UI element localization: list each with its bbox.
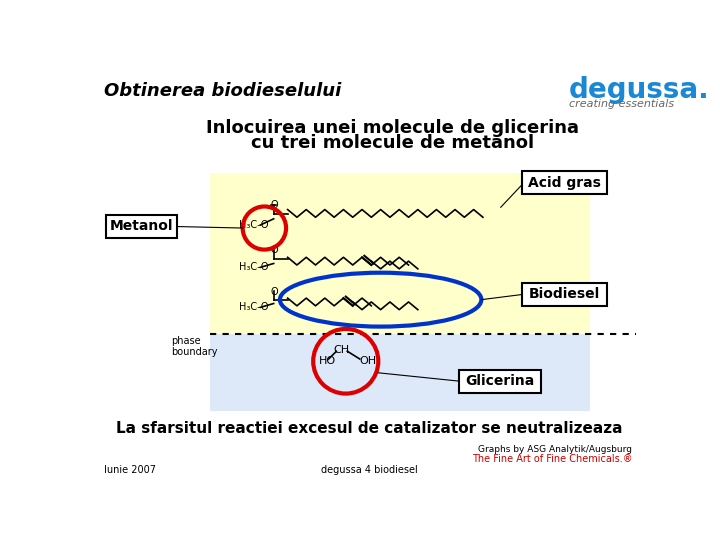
Text: La sfarsitul reactiei excesul de catalizator se neutralizeaza: La sfarsitul reactiei excesul de cataliz…	[116, 421, 622, 436]
Text: O: O	[271, 245, 278, 255]
Text: Metanol: Metanol	[109, 219, 173, 233]
Text: creating essentials: creating essentials	[569, 99, 674, 109]
FancyBboxPatch shape	[459, 370, 541, 393]
Text: H₃C-O: H₃C-O	[239, 302, 269, 312]
Text: Inlocuirea unei molecule de glicerina: Inlocuirea unei molecule de glicerina	[206, 119, 579, 137]
FancyBboxPatch shape	[523, 171, 607, 194]
Text: Glicerina: Glicerina	[465, 374, 534, 388]
Text: Biodiesel: Biodiesel	[529, 287, 600, 301]
Bar	[210, 173, 590, 334]
Text: O: O	[271, 287, 278, 296]
Text: The Fine Art of Fine Chemicals.®: The Fine Art of Fine Chemicals.®	[472, 455, 632, 464]
FancyBboxPatch shape	[106, 215, 177, 238]
Text: CH: CH	[334, 345, 350, 355]
Text: Iunie 2007: Iunie 2007	[104, 465, 156, 475]
Text: H₃C-O: H₃C-O	[239, 220, 269, 230]
Bar	[210, 334, 590, 411]
Text: degussa 4 biodiesel: degussa 4 biodiesel	[320, 465, 418, 475]
Text: cu trei molecule de metanol: cu trei molecule de metanol	[251, 134, 534, 152]
Text: O: O	[271, 200, 278, 210]
Text: phase
boundary: phase boundary	[171, 336, 218, 357]
Text: OH: OH	[360, 356, 377, 366]
Text: Obtinerea biodieselului: Obtinerea biodieselului	[104, 82, 341, 100]
Text: degussa.: degussa.	[569, 76, 710, 104]
Text: HO: HO	[319, 356, 336, 366]
Text: H₃C-O: H₃C-O	[239, 262, 269, 272]
Text: Acid gras: Acid gras	[528, 176, 601, 190]
Text: Graphs by ASG Analytik/Augsburg: Graphs by ASG Analytik/Augsburg	[479, 445, 632, 454]
FancyBboxPatch shape	[523, 283, 607, 306]
